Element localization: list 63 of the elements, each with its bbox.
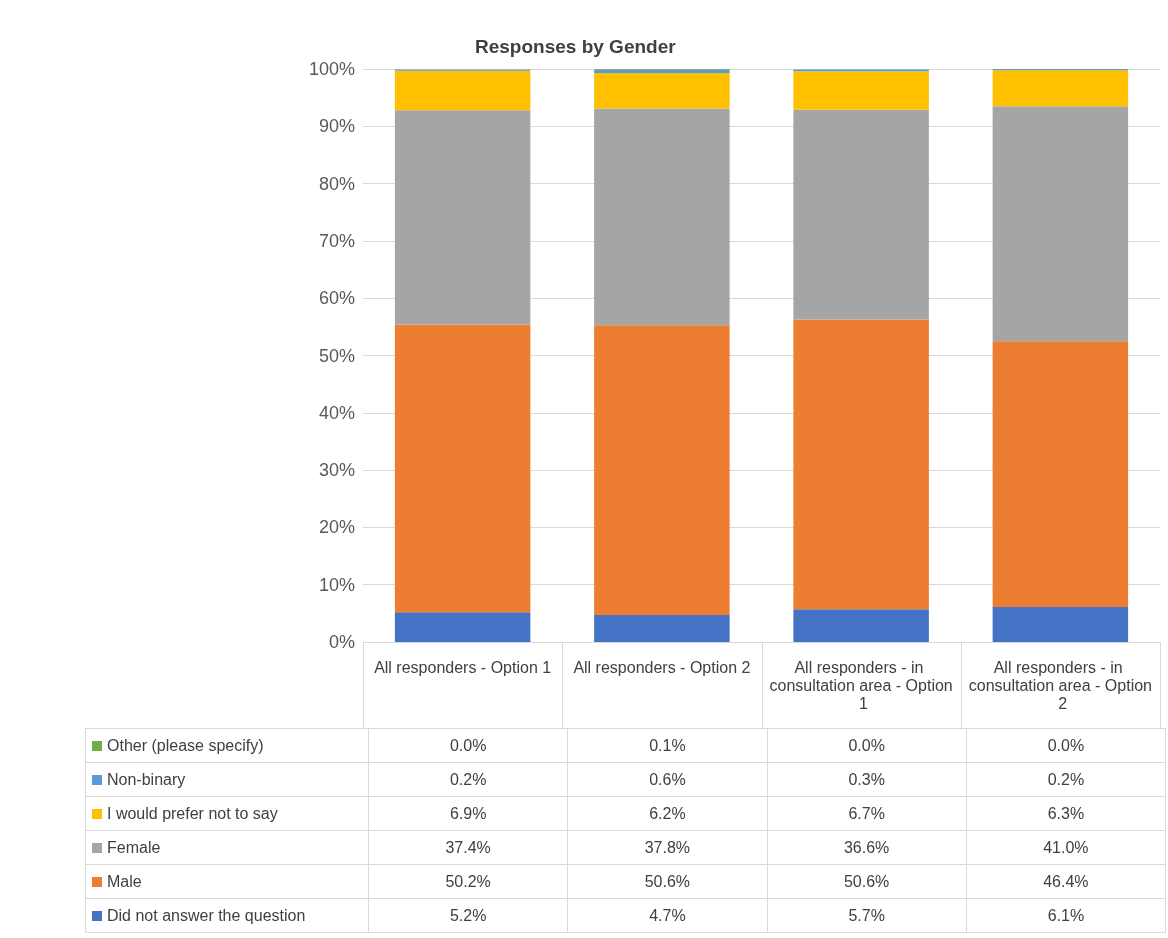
bar	[793, 319, 929, 610]
legend-label: Did not answer the question	[85, 898, 369, 933]
legend-label: I would prefer not to say	[85, 796, 369, 831]
legend-label: Non-binary	[85, 762, 369, 797]
bar	[394, 70, 531, 111]
data-label: 37.4%	[368, 830, 568, 865]
bar	[992, 70, 1129, 107]
data-label: 5.7%	[767, 898, 967, 933]
bar	[992, 106, 1129, 342]
bar	[394, 110, 531, 325]
bar	[992, 341, 1129, 608]
legend-label: Other (please specify)	[85, 728, 369, 763]
y-tick-label: 0%	[328, 632, 355, 652]
data-label: 50.6%	[767, 864, 967, 899]
data-label: 37.8%	[567, 830, 767, 865]
y-tick-label: 40%	[318, 402, 355, 423]
data-label: 5.2%	[368, 898, 568, 933]
y-tick-label: 30%	[318, 460, 355, 481]
data-label: 0.3%	[767, 762, 967, 797]
x-tick-label: All responders - Option 1	[374, 658, 552, 676]
data-label: 6.9%	[368, 796, 568, 831]
data-label: 6.2%	[567, 796, 767, 831]
data-label: 0.2%	[368, 762, 568, 797]
bar	[793, 109, 929, 320]
y-tick-label: 80%	[318, 173, 355, 194]
legend-label: Male	[85, 864, 369, 899]
y-tick-label: 20%	[318, 517, 355, 538]
y-tick-label: 60%	[318, 288, 355, 309]
data-label: 6.3%	[966, 796, 1166, 831]
data-label: 46.4%	[966, 864, 1166, 899]
y-tick-label: 100%	[308, 59, 355, 79]
bar	[793, 71, 929, 110]
bar	[992, 607, 1129, 642]
bar	[594, 108, 730, 326]
x-tick-label: All responders - in consultation area - Option 1	[769, 658, 953, 712]
y-tick-label: 90%	[318, 116, 355, 137]
data-label: 36.6%	[767, 830, 967, 865]
data-label: 6.1%	[966, 898, 1166, 933]
chart-title: Responses by Gender	[475, 36, 677, 57]
data-label: 0.1%	[567, 728, 767, 763]
data-label: 0.0%	[966, 728, 1166, 763]
bar	[394, 324, 531, 613]
data-label: 6.7%	[767, 796, 967, 831]
bar	[594, 615, 730, 642]
bar	[594, 73, 730, 109]
x-tick-label: All responders - in consultation area - Option 2	[968, 658, 1152, 712]
x-tick-label: All responders - Option 2	[573, 658, 751, 676]
y-tick-label: 50%	[318, 345, 355, 366]
bar	[394, 612, 531, 642]
data-label: 4.7%	[567, 898, 767, 933]
data-label: 0.0%	[767, 728, 967, 763]
data-label: 50.6%	[567, 864, 767, 899]
bar	[594, 69, 730, 74]
bar	[793, 609, 929, 642]
data-label: 41.0%	[966, 830, 1166, 865]
y-tick-label: 10%	[318, 574, 355, 595]
data-label: 0.0%	[368, 728, 568, 763]
bar	[594, 325, 730, 616]
data-label: 0.6%	[567, 762, 767, 797]
data-label: 0.2%	[966, 762, 1166, 797]
data-label: 50.2%	[368, 864, 568, 899]
legend-label: Female	[85, 830, 369, 865]
y-tick-label: 70%	[318, 230, 355, 251]
